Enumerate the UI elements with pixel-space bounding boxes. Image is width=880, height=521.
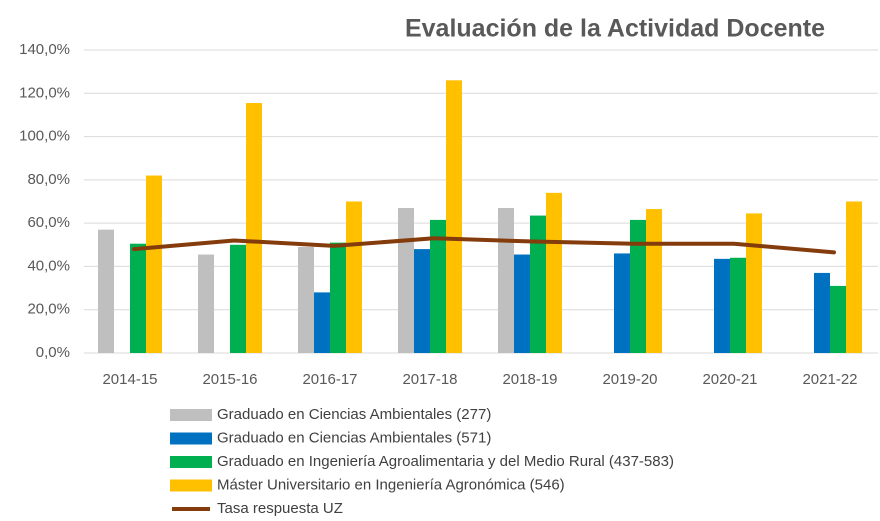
bar [146, 175, 162, 353]
bar [830, 285, 846, 353]
legend-swatch [170, 432, 212, 445]
y-tick-label: 120,0% [19, 84, 70, 101]
bar [446, 80, 462, 354]
y-tick-label: 140,0% [19, 41, 70, 58]
legend-label: Graduado en Ciencias Ambientales (277) [217, 406, 491, 423]
bar [430, 219, 446, 353]
bar [330, 242, 346, 353]
legend-swatch [170, 409, 212, 421]
bar [646, 209, 662, 353]
bar [198, 254, 214, 353]
x-tick-label: 2019-20 [602, 371, 657, 388]
bar [314, 292, 330, 353]
bar [298, 246, 314, 353]
line [132, 236, 836, 255]
legend-label: Máster Universitario en Ingeniería Agron… [217, 476, 565, 493]
bar [546, 192, 562, 353]
y-tick-label: 100,0% [19, 128, 70, 145]
bar [846, 201, 862, 353]
x-tick-label: 2017-18 [402, 371, 457, 388]
x-tick-label: 2014-15 [102, 371, 157, 388]
x-tick-label: 2021-22 [802, 371, 857, 388]
bar [730, 257, 746, 353]
x-tick-label: 2020-21 [702, 371, 757, 388]
bar [530, 215, 546, 353]
y-tick-label: 20,0% [27, 301, 70, 318]
bar [614, 253, 630, 353]
bar [746, 213, 762, 353]
legend-label: Graduado en Ciencias Ambientales (571) [217, 429, 491, 446]
bar [514, 254, 530, 353]
bar [714, 258, 730, 353]
bar [98, 229, 114, 353]
legend-swatch [170, 479, 212, 492]
y-tick-label: 60,0% [27, 214, 70, 231]
bar [346, 201, 362, 353]
bar [498, 207, 514, 353]
bar [630, 219, 646, 353]
y-tick-label: 40,0% [27, 257, 70, 274]
bar [246, 103, 262, 354]
bar [814, 272, 830, 353]
bar [130, 243, 146, 353]
legend-swatch [170, 456, 212, 468]
x-tick-label: 2015-16 [202, 371, 257, 388]
y-tick-label: 0,0% [36, 344, 70, 361]
bar [414, 249, 430, 353]
x-tick-label: 2018-19 [502, 371, 557, 388]
legend-label: Graduado en Ingeniería Agroalimentaria y… [217, 453, 674, 470]
bar [230, 244, 246, 353]
chart-title: Evaluación de la Actividad Docente [405, 15, 825, 43]
bar [398, 207, 414, 353]
legend-label: Tasa respuesta UZ [217, 500, 343, 516]
x-tick-label: 2016-17 [302, 371, 357, 388]
y-tick-label: 80,0% [27, 171, 70, 188]
